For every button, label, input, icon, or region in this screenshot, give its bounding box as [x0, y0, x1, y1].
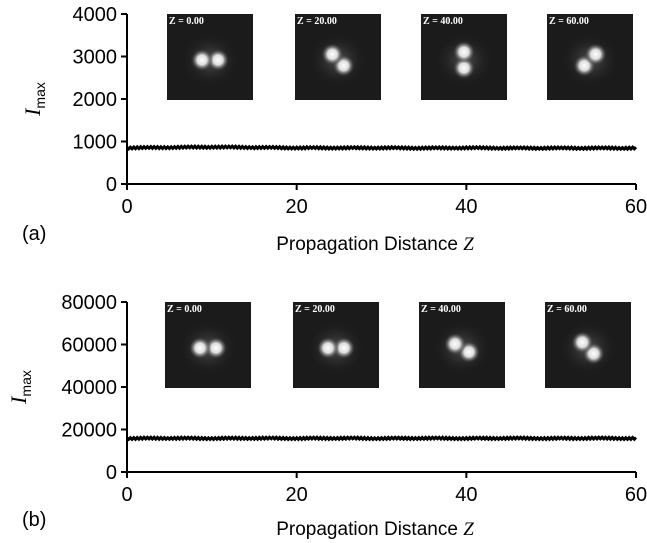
beam-lobe: [317, 337, 339, 359]
panel-b-yticks: 0 20000 40000 60000 80000: [61, 292, 127, 484]
beam-lobe: [333, 337, 355, 359]
x-tick-label: 20: [286, 196, 308, 218]
panel-a: Z = 0.00 Z = 20.00 Z = 40.00 Z = 60.00 0 100…: [20, 4, 647, 255]
panel-b: Z = 0.00 Z = 20.00 Z = 40.00 Z = 60.00 0200…: [6, 292, 647, 540]
y-tick-label: 4000: [73, 4, 118, 26]
panel-b-xticks: 0 20 40 60: [121, 472, 647, 506]
y-tick-label: 80000: [61, 292, 117, 314]
inset-z-label: Z = 20.00: [295, 304, 335, 315]
x-tick-label: 40: [455, 196, 477, 218]
panel-a-label: (a): [22, 223, 46, 245]
inset-z-label: Z = 0.00: [169, 16, 204, 27]
beam-lobe: [205, 337, 227, 359]
x-tick-label: 0: [121, 484, 132, 506]
inset-beam-image: Z = 20.00: [295, 14, 381, 100]
panel-b-label: (b): [22, 509, 46, 531]
panel-a-xlabel: Propagation Distance Z: [276, 234, 474, 255]
beam-lobe: [321, 43, 344, 66]
y-tick-label: 3000: [73, 47, 118, 69]
beam-lobe: [453, 57, 475, 79]
panel-b-xlabel: Propagation Distance Z: [276, 519, 474, 540]
inset-beam-image: Z = 60.00: [547, 14, 633, 100]
inset-z-label: Z = 20.00: [297, 16, 337, 27]
panel-a-xticks: 0 20 40 60: [121, 184, 647, 218]
inset-beam-image: Z = 0.00: [165, 302, 251, 388]
x-tick-label: 60: [625, 484, 647, 506]
beam-lobe: [571, 331, 594, 354]
inset-beam-image: Z = 20.00: [293, 302, 379, 388]
inset-beam-image: Z = 40.00: [421, 14, 507, 100]
beam-lobe: [584, 43, 607, 66]
inset-z-label: Z = 40.00: [423, 16, 463, 27]
inset-z-label: Z = 60.00: [549, 16, 589, 27]
y-tick-label: 20000: [61, 420, 117, 442]
inset-z-label: Z = 40.00: [421, 304, 461, 315]
x-tick-label: 20: [286, 484, 308, 506]
inset-beam-image: Z = 60.00: [545, 302, 631, 388]
beam-lobe: [189, 337, 211, 359]
x-tick-label: 40: [455, 484, 477, 506]
panel-a-series-line: [126, 144, 638, 152]
panel-a-ylabel: Imax: [20, 82, 48, 117]
inset-z-label: Z = 0.00: [167, 304, 202, 315]
beam-lobe: [444, 333, 467, 355]
inset-beam-image: Z = 0.00: [167, 14, 253, 100]
panel-b-series-line: [126, 435, 638, 442]
y-tick-label: 2000: [73, 89, 118, 111]
panel-b-insets: Z = 0.00 Z = 20.00 Z = 40.00 Z = 60.00: [165, 302, 631, 388]
panel-a-insets: Z = 0.00 Z = 20.00 Z = 40.00 Z = 60.00: [167, 14, 633, 100]
x-tick-label: 0: [121, 196, 132, 218]
y-tick-label: 40000: [61, 377, 117, 399]
beam-lobe: [453, 41, 475, 63]
panel-b-ylabel: Imax: [6, 370, 34, 405]
y-tick-label: 0: [106, 462, 117, 484]
x-tick-label: 60: [625, 196, 647, 218]
y-tick-label: 0: [106, 174, 117, 196]
beam-lobe: [191, 49, 213, 71]
panel-a-yticks: 0 1000 2000 3000 4000: [73, 4, 127, 196]
y-tick-label: 1000: [73, 132, 118, 154]
inset-beam-image: Z = 40.00: [419, 302, 505, 388]
inset-z-label: Z = 60.00: [547, 304, 587, 315]
y-tick-label: 60000: [61, 335, 117, 357]
beam-lobe: [207, 49, 229, 71]
